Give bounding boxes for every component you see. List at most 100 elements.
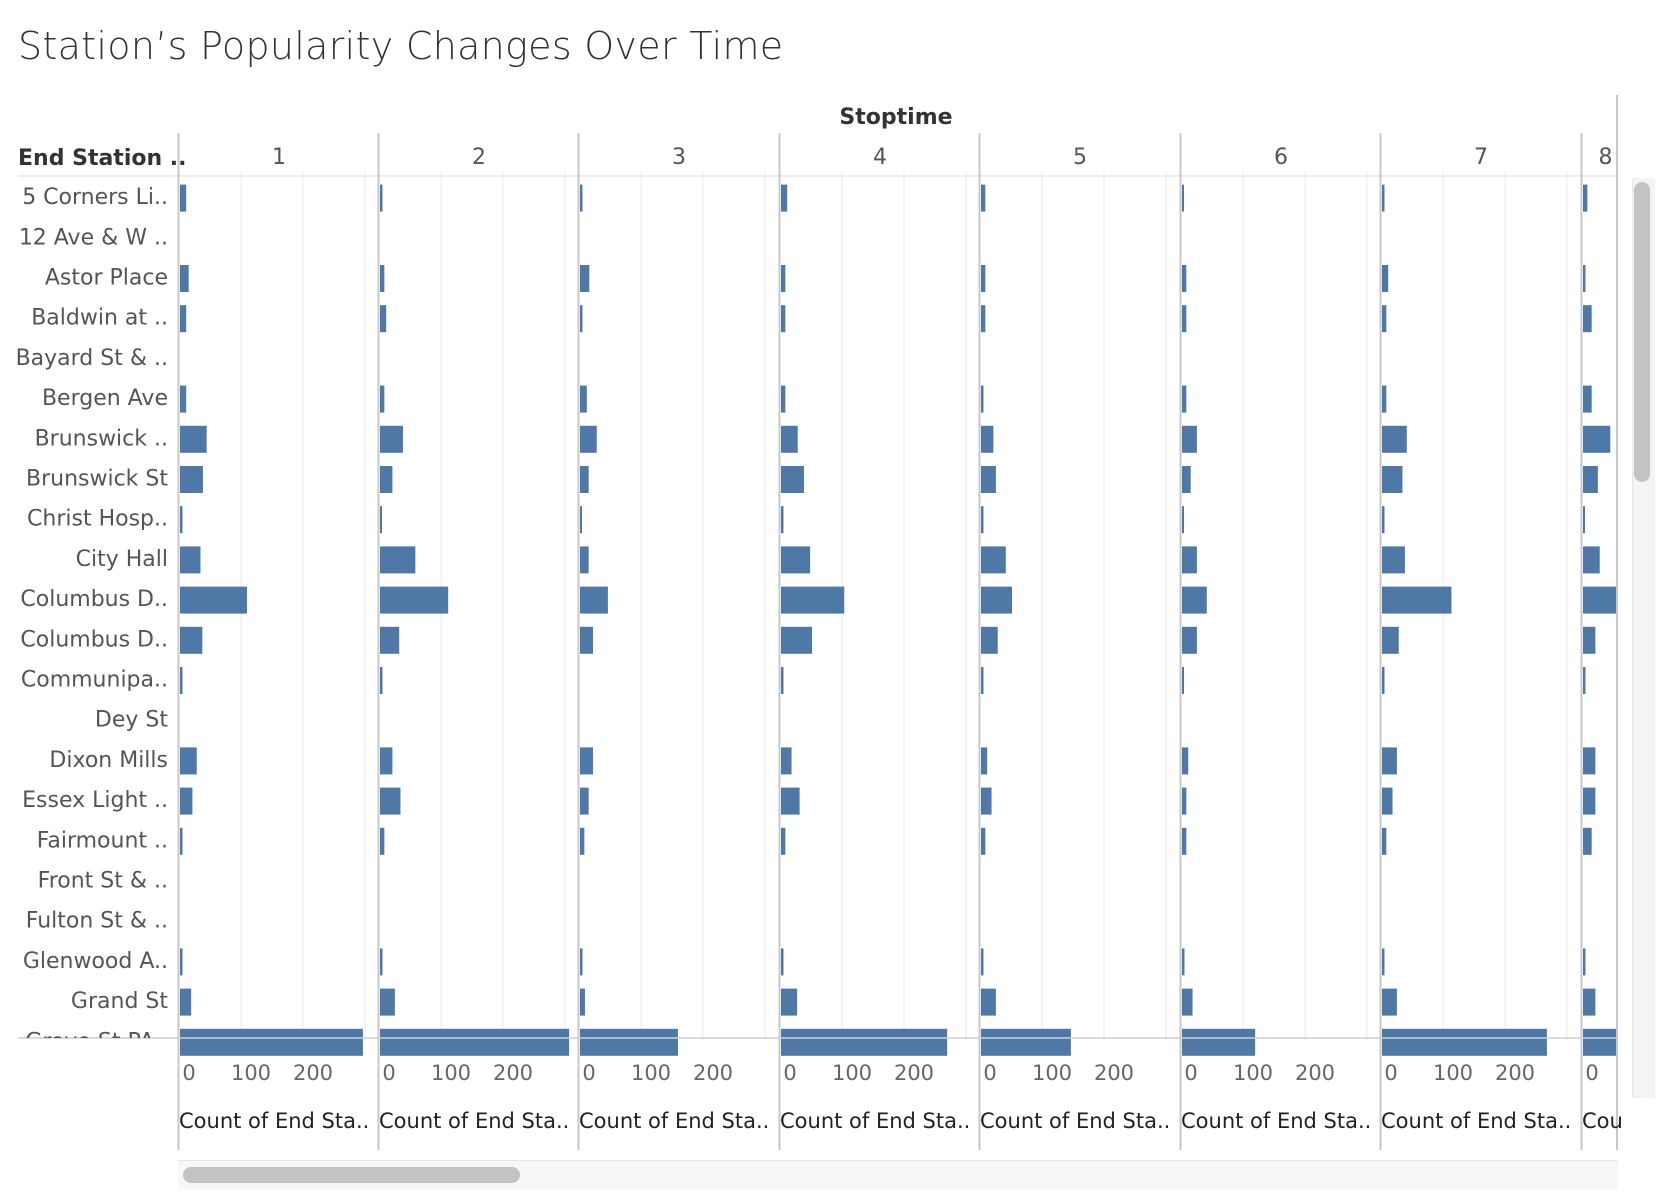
bar[interactable] bbox=[1382, 385, 1387, 413]
bar[interactable] bbox=[1583, 425, 1611, 453]
bar[interactable] bbox=[1583, 988, 1596, 1016]
bar[interactable] bbox=[1182, 586, 1207, 614]
station-label[interactable]: Communipa.. bbox=[21, 668, 168, 693]
bar[interactable] bbox=[580, 988, 585, 1016]
bar[interactable] bbox=[380, 265, 385, 292]
bar[interactable] bbox=[1182, 506, 1184, 534]
station-label[interactable]: Essex Light .. bbox=[22, 788, 168, 813]
bar[interactable] bbox=[380, 747, 393, 775]
bar[interactable] bbox=[981, 546, 1006, 574]
bar[interactable] bbox=[1182, 1028, 1256, 1056]
bar[interactable] bbox=[180, 988, 192, 1016]
bar[interactable] bbox=[1583, 948, 1586, 976]
bar[interactable] bbox=[1182, 546, 1197, 574]
bar[interactable] bbox=[180, 466, 203, 493]
bar[interactable] bbox=[1382, 184, 1385, 212]
bar[interactable] bbox=[781, 385, 786, 413]
bar[interactable] bbox=[580, 586, 608, 614]
bar[interactable] bbox=[380, 425, 403, 453]
bar[interactable] bbox=[180, 626, 203, 654]
station-label[interactable]: Bayard St & .. bbox=[16, 346, 168, 371]
station-label[interactable]: Glenwood A.. bbox=[23, 949, 168, 974]
bar[interactable] bbox=[1583, 546, 1600, 574]
bar[interactable] bbox=[781, 466, 804, 493]
station-label[interactable]: Front St & .. bbox=[38, 869, 168, 894]
bar[interactable] bbox=[981, 466, 996, 493]
bar[interactable] bbox=[180, 265, 189, 292]
bar[interactable] bbox=[180, 827, 183, 855]
station-label[interactable]: Baldwin at .. bbox=[31, 306, 168, 331]
bar[interactable] bbox=[1382, 988, 1397, 1016]
bar[interactable] bbox=[1583, 586, 1620, 614]
bar[interactable] bbox=[380, 184, 383, 212]
bar[interactable] bbox=[1382, 827, 1387, 855]
bar[interactable] bbox=[380, 948, 383, 976]
station-label[interactable]: Dixon Mills bbox=[49, 748, 168, 773]
bar[interactable] bbox=[1382, 747, 1397, 775]
bar[interactable] bbox=[981, 787, 992, 815]
bar[interactable] bbox=[380, 988, 395, 1016]
bar[interactable] bbox=[580, 305, 583, 333]
bar[interactable] bbox=[380, 546, 416, 574]
station-label[interactable]: Bergen Ave bbox=[42, 386, 168, 411]
station-label[interactable]: Grand St bbox=[71, 989, 168, 1014]
vertical-scrollbar-thumb[interactable] bbox=[1634, 182, 1650, 482]
bar[interactable] bbox=[1182, 626, 1197, 654]
station-label[interactable]: Brunswick .. bbox=[35, 426, 168, 451]
bar[interactable] bbox=[380, 1028, 570, 1056]
bar[interactable] bbox=[1583, 265, 1586, 292]
bar[interactable] bbox=[1583, 827, 1592, 855]
bar[interactable] bbox=[1182, 305, 1187, 333]
bar[interactable] bbox=[1583, 747, 1596, 775]
bar[interactable] bbox=[781, 265, 786, 292]
bar[interactable] bbox=[981, 948, 984, 976]
bar[interactable] bbox=[180, 385, 187, 413]
bar[interactable] bbox=[1382, 667, 1385, 694]
bar[interactable] bbox=[1583, 385, 1592, 413]
bar[interactable] bbox=[180, 1028, 363, 1056]
bar[interactable] bbox=[1583, 506, 1585, 534]
bar[interactable] bbox=[1382, 305, 1387, 333]
station-label[interactable]: Grove St PA.. bbox=[25, 1029, 168, 1054]
bar[interactable] bbox=[1382, 425, 1407, 453]
bar[interactable] bbox=[781, 667, 784, 694]
bar[interactable] bbox=[1182, 425, 1197, 453]
bar[interactable] bbox=[380, 586, 449, 614]
bar[interactable] bbox=[781, 787, 800, 815]
bar[interactable] bbox=[1182, 265, 1187, 292]
bar[interactable] bbox=[981, 747, 988, 775]
bar[interactable] bbox=[1182, 184, 1184, 212]
bar[interactable] bbox=[1182, 667, 1184, 694]
bar[interactable] bbox=[1382, 787, 1393, 815]
bar[interactable] bbox=[981, 1028, 1071, 1056]
bar[interactable] bbox=[781, 184, 788, 212]
bar[interactable] bbox=[1583, 466, 1598, 493]
bar[interactable] bbox=[1382, 466, 1403, 493]
bar[interactable] bbox=[981, 827, 986, 855]
bar[interactable] bbox=[1182, 827, 1187, 855]
station-label[interactable]: 12 Ave & W .. bbox=[19, 225, 168, 250]
station-label[interactable]: City Hall bbox=[76, 547, 168, 572]
bar[interactable] bbox=[781, 988, 798, 1016]
bar[interactable] bbox=[380, 466, 393, 493]
bar[interactable] bbox=[380, 305, 387, 333]
row-field-label[interactable]: End Station .. bbox=[18, 146, 187, 171]
bar[interactable] bbox=[981, 265, 986, 292]
bar[interactable] bbox=[981, 626, 998, 654]
bar[interactable] bbox=[1583, 626, 1596, 654]
bar[interactable] bbox=[1182, 787, 1187, 815]
bar[interactable] bbox=[1382, 1028, 1547, 1056]
bar[interactable] bbox=[1182, 988, 1193, 1016]
bar[interactable] bbox=[1583, 184, 1588, 212]
horizontal-scrollbar-thumb[interactable] bbox=[183, 1167, 520, 1183]
bar[interactable] bbox=[180, 305, 187, 333]
bar[interactable] bbox=[981, 385, 984, 413]
bar[interactable] bbox=[781, 506, 784, 534]
bar[interactable] bbox=[580, 747, 594, 775]
station-label[interactable]: Dey St bbox=[95, 708, 168, 733]
bar[interactable] bbox=[781, 1028, 948, 1056]
bar[interactable] bbox=[580, 184, 583, 212]
bar[interactable] bbox=[1182, 948, 1185, 976]
bar[interactable] bbox=[380, 506, 382, 534]
bar[interactable] bbox=[1382, 626, 1399, 654]
